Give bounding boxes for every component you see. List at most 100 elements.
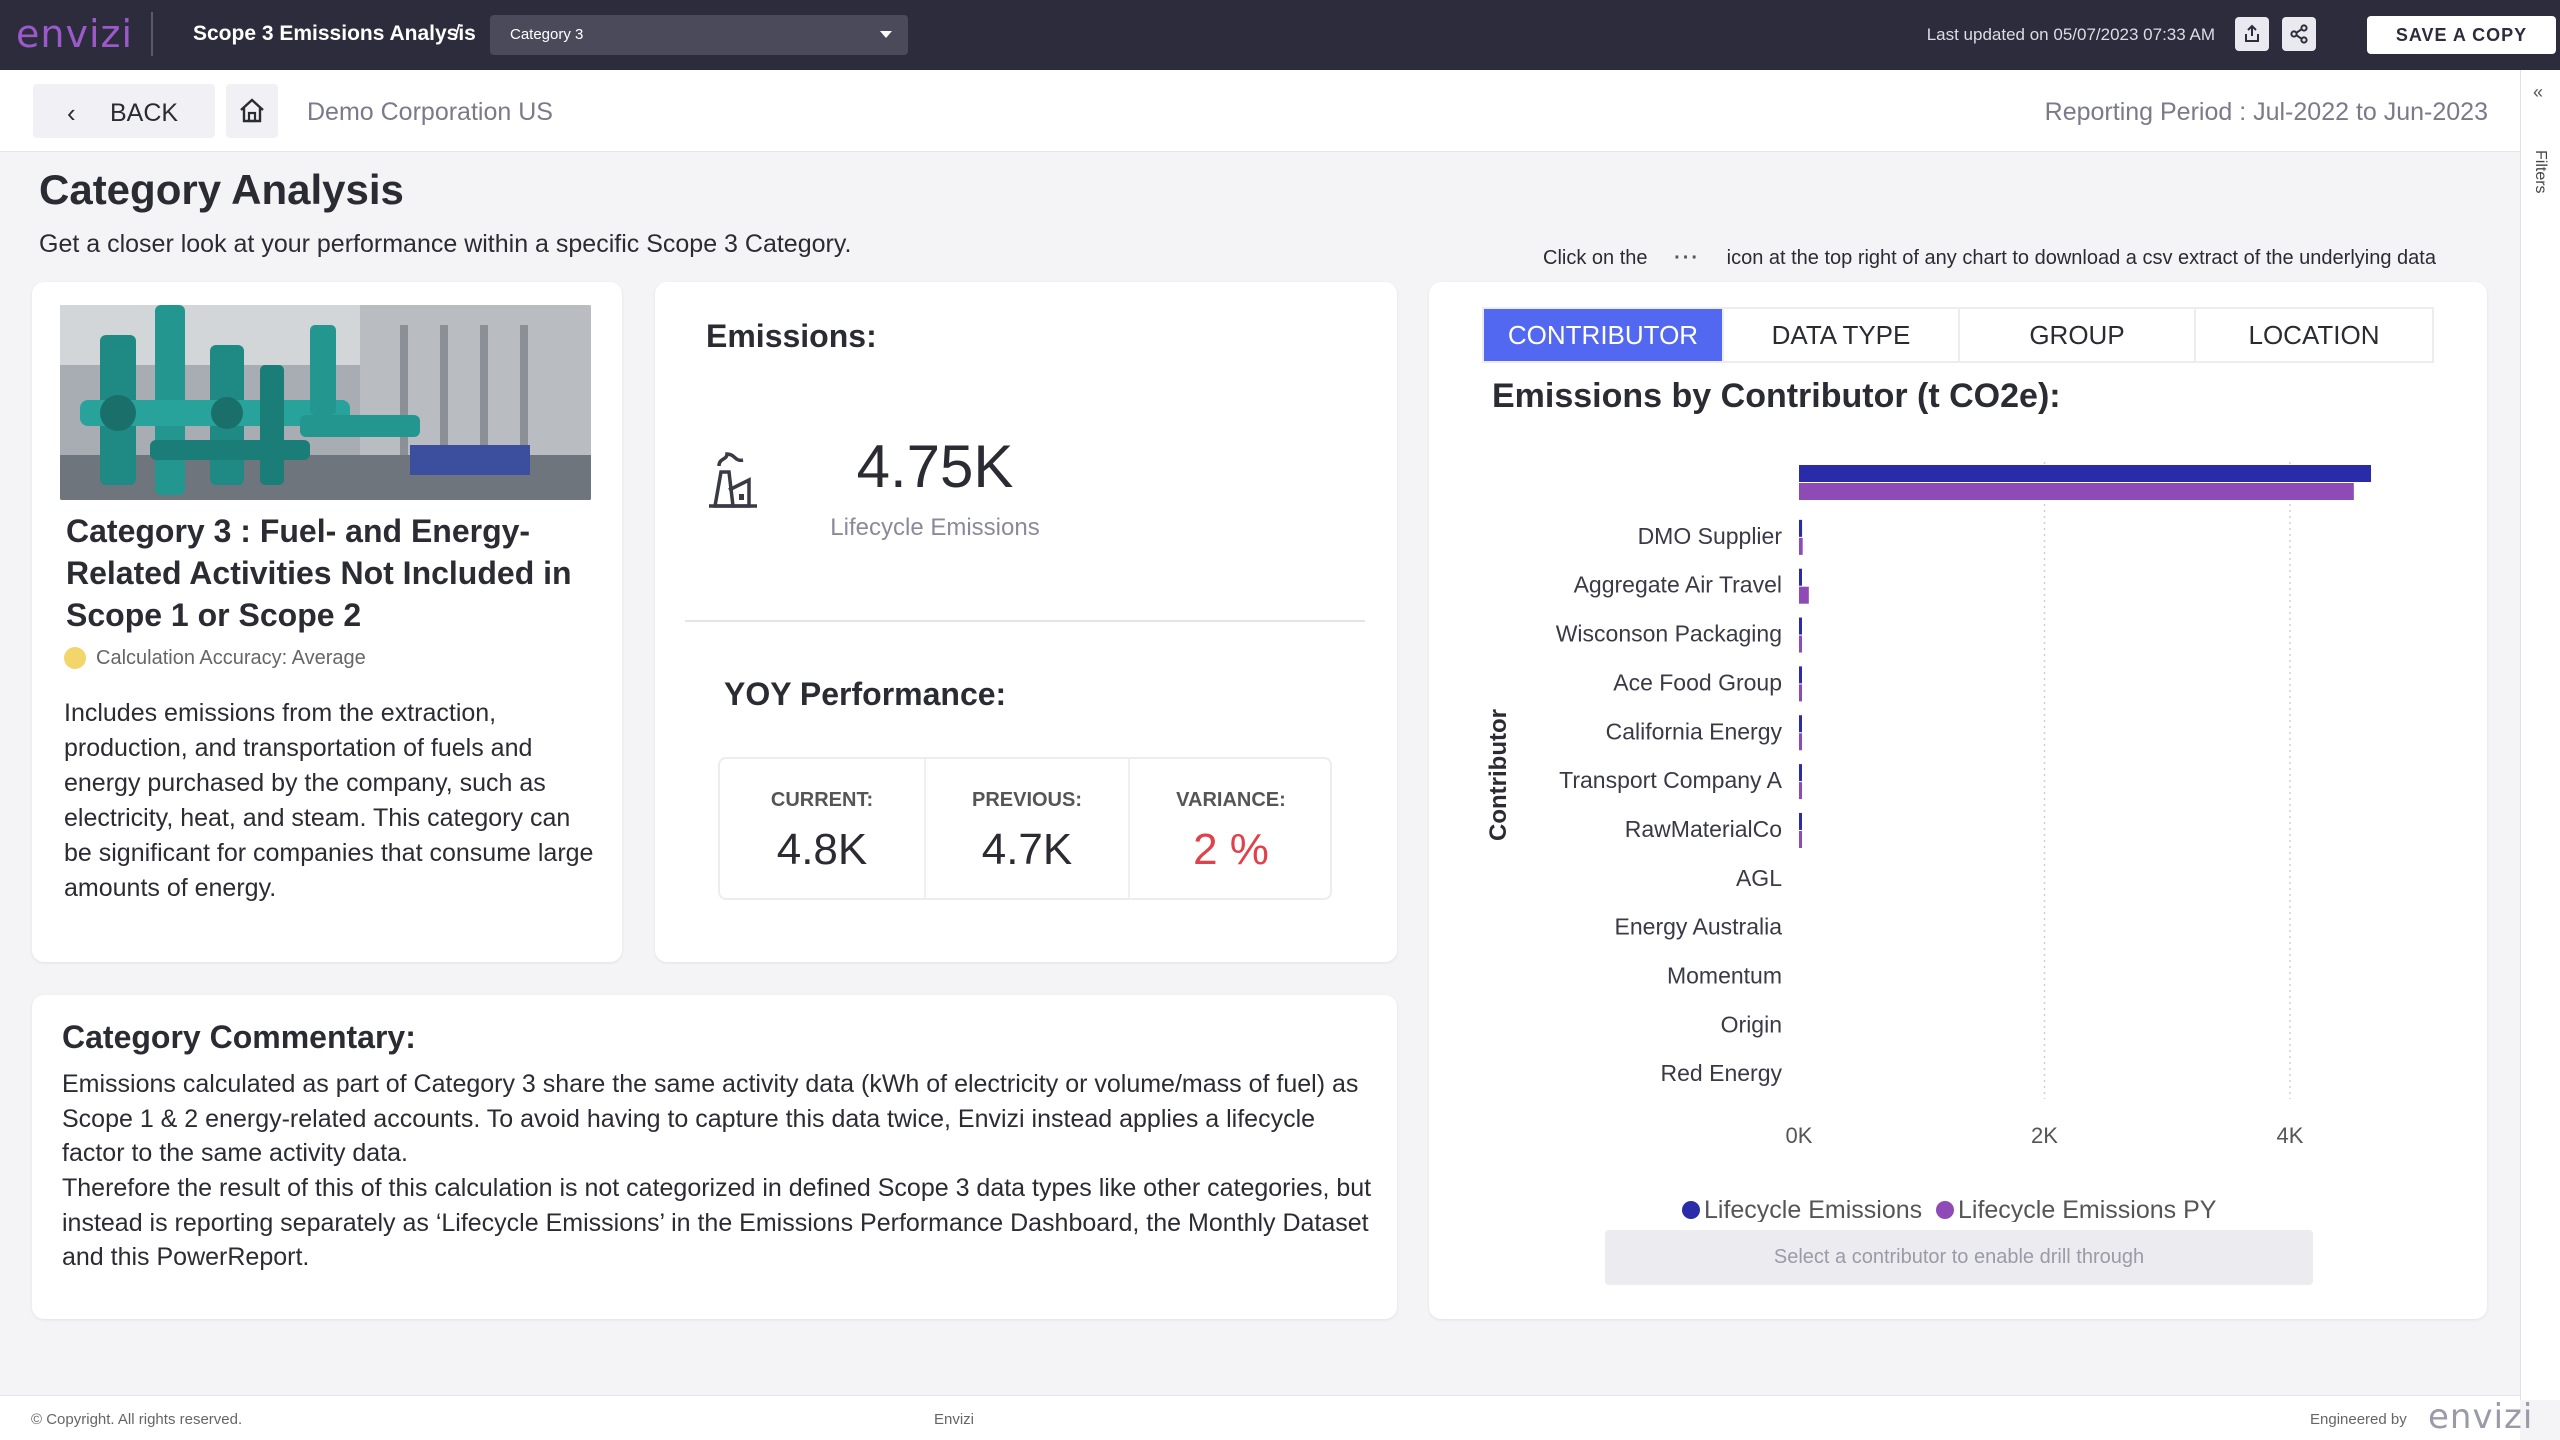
chart-tabs: CONTRIBUTOR DATA TYPE GROUP LOCATION: [1482, 307, 2434, 363]
nav-row: ‹ BACK Demo Corporation US Reporting Per…: [0, 70, 2520, 152]
tab-location[interactable]: LOCATION: [2194, 309, 2432, 361]
y-axis-label: Contributor: [1485, 709, 1512, 841]
footer: © Copyright. All rights reserved. Envizi…: [0, 1395, 2532, 1440]
yoy-performance-table: CURRENT: 4.8K PREVIOUS: 4.7K VARIANCE: 2…: [718, 757, 1332, 900]
share-icon: [2290, 24, 2308, 44]
organization-name: Demo Corporation US: [307, 98, 553, 126]
accuracy-label: Calculation Accuracy: Average: [96, 647, 366, 669]
export-button[interactable]: [2235, 17, 2269, 51]
variance-label: VARIANCE:: [1176, 789, 1286, 811]
commentary-paragraph: Therefore the result of this of this cal…: [62, 1174, 1372, 1271]
emissions-label: Emissions:: [706, 318, 877, 354]
x-tick-label: 2K: [2031, 1123, 2058, 1148]
variance-value: 2 %: [1193, 825, 1269, 874]
factory-icon: [705, 450, 761, 515]
last-updated: Last updated on 05/07/2023 07:33 AM: [1926, 25, 2215, 44]
emissions-value: 4.75K: [856, 433, 1014, 500]
back-button[interactable]: ‹ BACK: [33, 84, 215, 138]
hint-text-after: icon at the top right of any chart to do…: [1726, 247, 2436, 269]
legend-label: Lifecycle Emissions: [1704, 1196, 1922, 1222]
commentary-paragraph: Emissions calculated as part of Category…: [62, 1070, 1359, 1167]
previous-value: 4.7K: [981, 825, 1073, 874]
page-title: Category Analysis: [39, 166, 404, 213]
category-label: Momentum: [1667, 963, 1782, 989]
bar-lifecycle-py: [1799, 586, 1809, 604]
category-card: Category 3 : Fuel- and Energy-Related Ac…: [32, 282, 622, 962]
bar-lifecycle-py: [1799, 635, 1802, 653]
filters-label: Filters: [2532, 150, 2549, 194]
bar-lifecycle-py: [1799, 782, 1802, 800]
envizi-footer-logo: envizi: [2428, 1397, 2534, 1437]
category-select[interactable]: Category 3: [490, 15, 908, 55]
bar-lifecycle: [1799, 764, 1802, 782]
category-label: Origin: [1721, 1011, 1782, 1037]
bar-lifecycle-py: [1799, 537, 1803, 555]
category-label: RawMaterialCo: [1625, 816, 1782, 842]
footer-brand: Envizi: [934, 1411, 975, 1428]
category-label: California Energy: [1606, 718, 1783, 744]
share-button[interactable]: [2282, 17, 2316, 51]
page-subtitle: Get a closer look at your performance wi…: [39, 230, 852, 258]
commentary-card: Category Commentary: Emissions calculate…: [32, 995, 1397, 1319]
tab-group[interactable]: GROUP: [1958, 309, 2194, 361]
current-value: 4.8K: [776, 825, 868, 874]
collapse-icon: «: [2533, 82, 2544, 102]
export-icon: [2245, 24, 2259, 42]
previous-label: PREVIOUS:: [971, 789, 1083, 811]
yoy-previous: PREVIOUS: 4.7K: [924, 759, 1128, 898]
calculation-accuracy: Calculation Accuracy: Average: [64, 647, 366, 670]
category-label: Aggregate Air Travel: [1574, 572, 1782, 598]
category-label: DMO Supplier: [1638, 523, 1783, 549]
category-label: AGL: [1736, 865, 1782, 891]
filters-pane-toggle[interactable]: « Filters: [2520, 70, 2560, 1400]
engineered-by: Engineered by: [2310, 1411, 2407, 1428]
yoy-variance: VARIANCE: 2 %: [1128, 759, 1332, 898]
download-hint: Click on the ··· icon at the top right o…: [1543, 247, 2436, 270]
top-bar: envizi Scope 3 Emissions Analysis / Cate…: [0, 0, 2560, 70]
breadcrumb-separator: /: [454, 20, 461, 45]
tab-data-type[interactable]: DATA TYPE: [1722, 309, 1958, 361]
current-label: CURRENT:: [770, 789, 874, 811]
divider: [685, 620, 1365, 622]
contributor-bar-chart[interactable]: 0K 2K 4K DMO Supplier Aggregate Air Travel Wi…: [1429, 282, 2487, 1222]
category-hero-image: [60, 305, 591, 500]
legend-marker: [1682, 1201, 1700, 1219]
legend-marker: [1936, 1201, 1954, 1219]
x-tick-label: 4K: [2277, 1123, 2304, 1148]
industrial-pipes-image: [60, 305, 591, 500]
bar-lifecycle: [1799, 715, 1802, 733]
bar-lifecycle-py: [1799, 733, 1802, 751]
contributor-chart-card: CONTRIBUTOR DATA TYPE GROUP LOCATION Emi…: [1429, 282, 2487, 1319]
hint-text-before: Click on the: [1543, 247, 1648, 269]
commentary-title: Category Commentary:: [62, 1019, 416, 1055]
category-title: Category 3 : Fuel- and Energy-Related Ac…: [66, 513, 572, 633]
category-label: Energy Australia: [1615, 914, 1783, 940]
x-tick-label: 0K: [1786, 1123, 1813, 1148]
home-icon: [240, 98, 264, 123]
emissions-card: Emissions: 4.75K Lifecycle Emissions YOY…: [655, 282, 1397, 962]
home-button[interactable]: [226, 84, 278, 138]
yoy-current: CURRENT: 4.8K: [720, 759, 924, 898]
accuracy-indicator-icon: [64, 647, 86, 669]
bar-lifecycle: [1799, 568, 1802, 586]
category-label: Red Energy: [1661, 1060, 1783, 1086]
chart-title: Emissions by Contributor (t CO2e):: [1492, 377, 2061, 415]
category-description: Includes emissions from the extraction, …: [64, 699, 594, 902]
app-title: Scope 3 Emissions Analysis: [193, 22, 476, 45]
bar-lifecycle-py: [1799, 483, 2354, 500]
yoy-performance-label: YOY Performance:: [724, 676, 1007, 712]
bar-lifecycle: [1799, 519, 1803, 537]
save-copy-button[interactable]: SAVE A COPY: [2367, 16, 2556, 54]
envizi-logo[interactable]: envizi: [16, 12, 134, 56]
divider: [151, 12, 153, 56]
more-options-icon: ···: [1674, 247, 1701, 269]
bar-lifecycle: [1799, 666, 1802, 684]
drill-through-button[interactable]: Select a contributor to enable drill thr…: [1605, 1230, 2313, 1285]
emissions-value-label: Lifecycle Emissions: [830, 514, 1040, 541]
reporting-period: Reporting Period : Jul-2022 to Jun-2023: [2044, 98, 2488, 126]
copyright: © Copyright. All rights reserved.: [31, 1411, 243, 1428]
back-label: BACK: [110, 99, 179, 127]
tab-contributor[interactable]: CONTRIBUTOR: [1484, 309, 1722, 361]
bar-lifecycle: [1799, 465, 2372, 482]
legend-label: Lifecycle Emissions PY: [1958, 1196, 2217, 1222]
